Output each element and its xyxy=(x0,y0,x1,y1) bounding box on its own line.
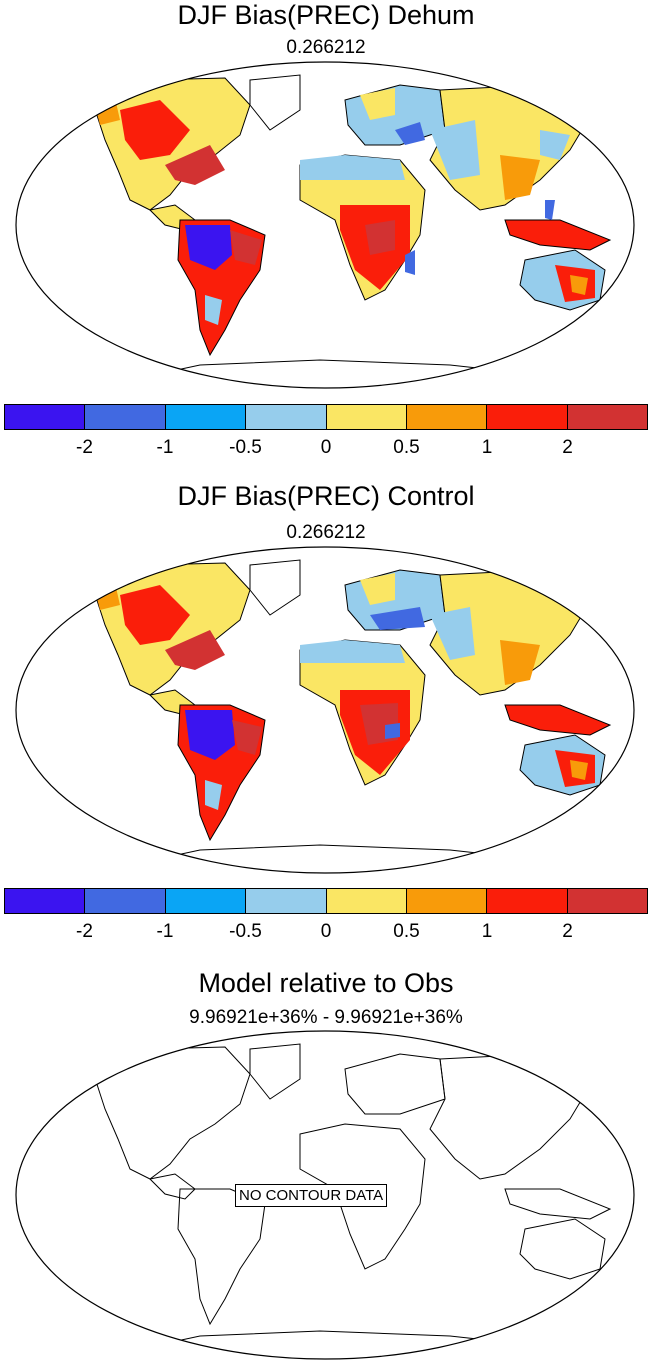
colorbar-tick-label: -1 xyxy=(156,437,174,458)
colorbar-tick-label: -2 xyxy=(76,437,93,458)
colorbar-swatch xyxy=(165,405,247,429)
panel3-map xyxy=(15,1030,635,1360)
colorbar-swatch xyxy=(5,889,86,913)
colorbar-tick-label: 2 xyxy=(562,921,573,942)
panel1-colorbar xyxy=(4,404,648,430)
colorbar-tick-label: -0.5 xyxy=(229,437,262,458)
colorbar-swatch xyxy=(567,405,647,429)
colorbar-swatch xyxy=(85,889,166,913)
colorbar-tick-label: -1 xyxy=(156,921,174,942)
panel1-colorbar-ticks: -2 -1 -0.5 0 0.5 1 2 xyxy=(4,437,648,461)
colorbar-swatch xyxy=(85,405,166,429)
colorbar-swatch xyxy=(406,889,488,913)
panel2-map xyxy=(15,546,635,874)
colorbar-tick-label: 2 xyxy=(562,437,573,458)
colorbar-tick-label: -2 xyxy=(76,921,93,942)
colorbar-tick-label: 1 xyxy=(481,921,493,942)
panel3-title: Model relative to Obs xyxy=(198,968,454,998)
colorbar-tick-label: -0.5 xyxy=(229,921,262,942)
panel2-colorbar-ticks: -2 -1 -0.5 0 0.5 1 2 xyxy=(4,921,648,945)
colorbar-swatch xyxy=(5,405,86,429)
colorbar-tick-label: 1 xyxy=(481,437,493,458)
panel2-subtitle: 0.266212 xyxy=(286,522,366,543)
panel1-subtitle: 0.266212 xyxy=(286,37,366,58)
panel1-map xyxy=(15,61,635,389)
colorbar-tick-label: 0 xyxy=(320,437,332,458)
colorbar-swatch xyxy=(567,889,647,913)
colorbar-swatch xyxy=(165,889,247,913)
colorbar-swatch xyxy=(326,405,407,429)
panel2-title: DJF Bias(PREC) Control xyxy=(177,481,475,511)
colorbar-swatch xyxy=(487,405,568,429)
no-contour-data-label: NO CONTOUR DATA xyxy=(235,1184,388,1207)
panel1-title: DJF Bias(PREC) Dehum xyxy=(177,0,475,30)
colorbar-tick-label: 0 xyxy=(320,921,332,942)
panel3-subtitle: 9.96921e+36% - 9.96921e+36% xyxy=(189,1007,463,1028)
colorbar-swatch xyxy=(326,889,407,913)
colorbar-tick-label: 0.5 xyxy=(393,437,420,458)
colorbar-swatch xyxy=(246,405,327,429)
colorbar-swatch xyxy=(246,889,327,913)
panel2-colorbar xyxy=(4,888,648,914)
colorbar-swatch xyxy=(487,889,568,913)
colorbar-swatch xyxy=(406,405,488,429)
colorbar-tick-label: 0.5 xyxy=(393,921,420,942)
